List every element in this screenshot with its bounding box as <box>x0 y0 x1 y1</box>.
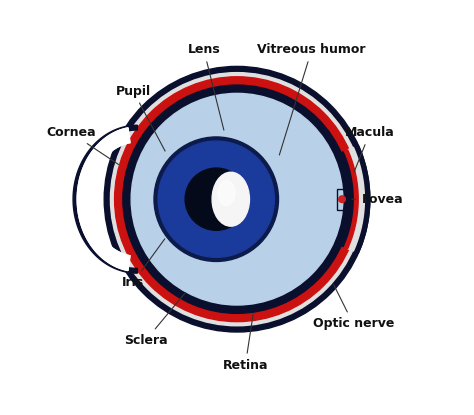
Circle shape <box>339 196 346 203</box>
Text: Optic nerve: Optic nerve <box>312 285 394 330</box>
Ellipse shape <box>219 181 235 205</box>
Circle shape <box>115 77 359 322</box>
Polygon shape <box>347 147 365 251</box>
Bar <box>337 189 346 210</box>
Circle shape <box>104 66 370 332</box>
Polygon shape <box>353 145 370 253</box>
Polygon shape <box>77 128 130 271</box>
Text: Lens: Lens <box>187 43 224 130</box>
Text: Cornea: Cornea <box>46 126 118 164</box>
Text: Sclera: Sclera <box>124 293 185 347</box>
Circle shape <box>154 137 279 261</box>
Polygon shape <box>73 125 137 273</box>
Text: Pupil: Pupil <box>116 85 165 151</box>
Polygon shape <box>77 128 130 271</box>
Text: Iris: Iris <box>122 239 165 289</box>
Circle shape <box>158 141 274 257</box>
Text: Fovea: Fovea <box>352 193 403 206</box>
Circle shape <box>131 93 343 305</box>
Text: Retina: Retina <box>223 314 268 372</box>
Circle shape <box>123 85 351 313</box>
Polygon shape <box>336 152 353 247</box>
Polygon shape <box>343 150 358 249</box>
Text: Macula: Macula <box>345 126 395 172</box>
Circle shape <box>185 168 247 230</box>
Circle shape <box>110 73 364 326</box>
Text: Vitreous humor: Vitreous humor <box>257 43 366 155</box>
Ellipse shape <box>212 172 249 226</box>
